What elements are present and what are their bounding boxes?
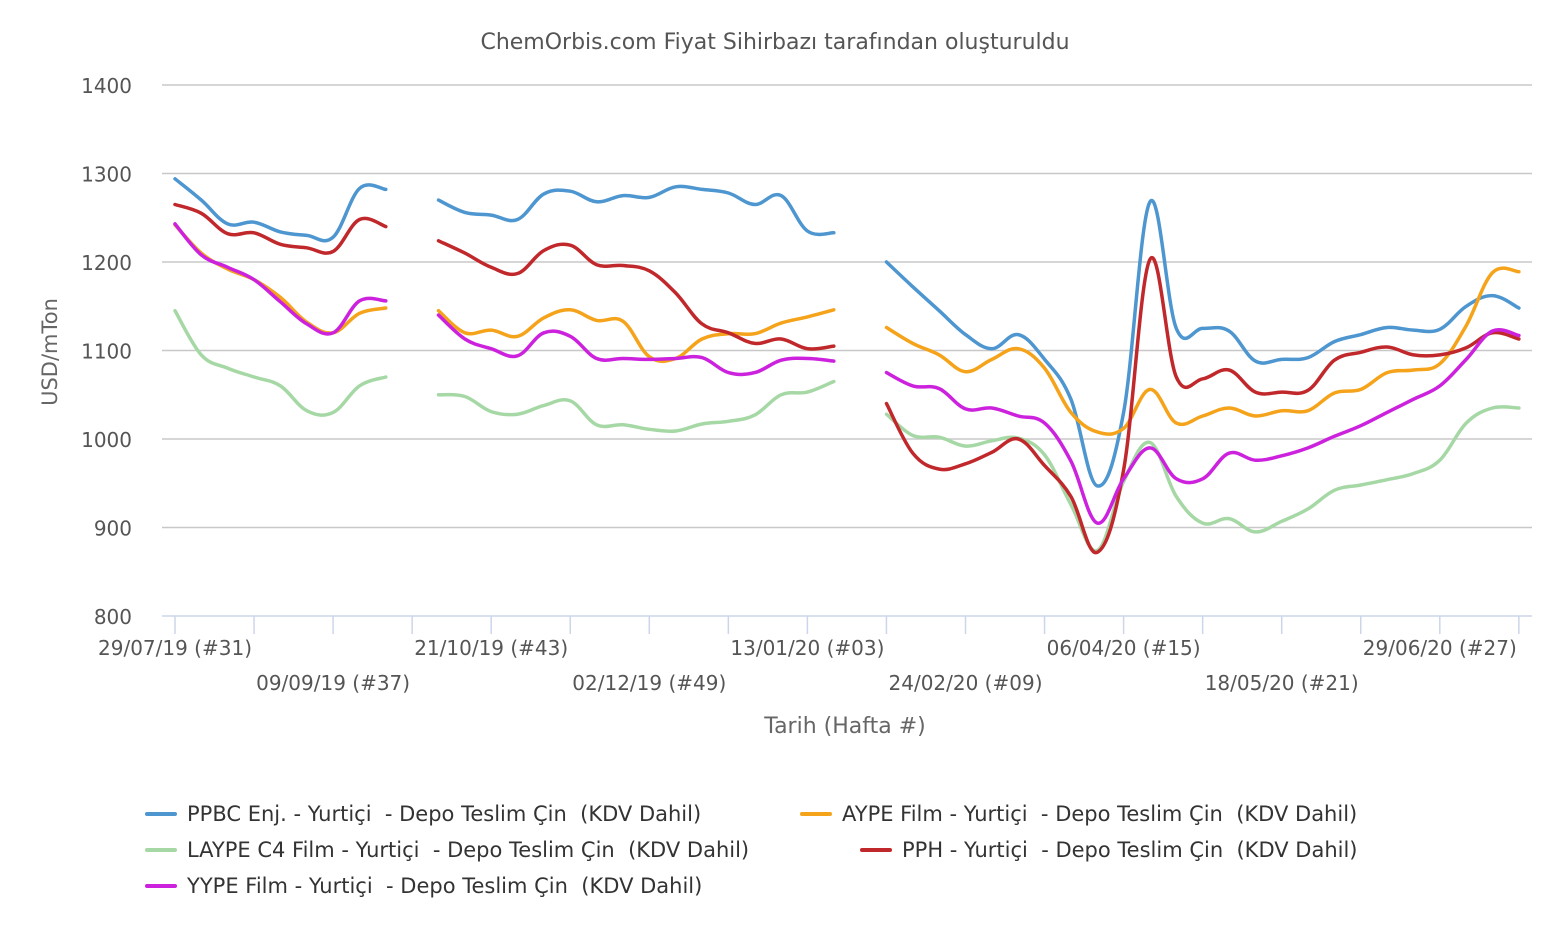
y-tick-label: 1300 xyxy=(81,163,132,187)
y-tick-label: 1400 xyxy=(81,74,132,98)
x-tick-label: 29/06/20 (#27) xyxy=(1363,636,1517,660)
series-line-3 xyxy=(173,202,1521,555)
gridlines xyxy=(162,84,1532,529)
series-lines xyxy=(173,177,1521,555)
series-segment xyxy=(173,223,388,335)
legend-item-ppbc[interactable]: PPBC Enj. - Yurtiçi - Depo Teslim Çin (K… xyxy=(145,802,800,826)
series-line-2 xyxy=(173,308,1521,553)
y-tick-label: 800 xyxy=(94,605,132,629)
legend-label-aype: AYPE Film - Yurtiçi - Depo Teslim Çin (K… xyxy=(842,802,1358,826)
x-tick-label: 18/05/20 (#21) xyxy=(1205,671,1359,695)
x-tick-label: 06/04/20 (#15) xyxy=(1047,636,1201,660)
y-tick-label: 1200 xyxy=(81,251,132,275)
legend-item-yype[interactable]: YYPE Film - Yurtiçi - Depo Teslim Çin (K… xyxy=(145,874,702,898)
series-segment xyxy=(173,202,388,255)
x-axis-label: Tarih (Hafta #) xyxy=(763,714,925,739)
series-segment xyxy=(884,255,1521,555)
x-tick-label: 13/01/20 (#03) xyxy=(730,636,884,660)
x-tick-label: 29/07/19 (#31) xyxy=(98,636,252,660)
series-line-1 xyxy=(173,223,1521,436)
y-axis-ticks: 800 900 1000 1100 1200 1300 1400 xyxy=(81,74,132,629)
y-tick-label: 900 xyxy=(94,517,132,541)
legend-label-pph: PPH - Yurtiçi - Depo Teslim Çin (KDV Dah… xyxy=(902,838,1358,862)
series-segment xyxy=(884,328,1521,525)
legend-row: LAYPE C4 Film - Yurtiçi - Depo Teslim Çi… xyxy=(145,832,1525,868)
legend-item-pph[interactable]: PPH - Yurtiçi - Depo Teslim Çin (KDV Dah… xyxy=(860,838,1358,862)
y-axis-label: USD/mTon xyxy=(38,298,62,406)
series-segment xyxy=(884,198,1521,488)
chart-title: ChemOrbis.com Fiyat Sihirbazı tarafından… xyxy=(480,30,1069,55)
x-tick-label: 21/10/19 (#43) xyxy=(414,636,568,660)
series-segment xyxy=(436,239,836,351)
legend-swatch-ppbc xyxy=(145,812,177,816)
legend-swatch-yype xyxy=(145,884,177,888)
x-tick-label: 24/02/20 (#09) xyxy=(889,671,1043,695)
series-line-4 xyxy=(173,222,1521,525)
series-segment xyxy=(173,308,388,417)
y-tick-label: 1100 xyxy=(81,340,132,364)
series-segment xyxy=(173,177,388,243)
legend-row: PPBC Enj. - Yurtiçi - Depo Teslim Çin (K… xyxy=(145,796,1525,832)
series-segment xyxy=(436,184,836,237)
x-axis: 29/07/19 (#31) 21/10/19 (#43) 13/01/20 (#0… xyxy=(98,615,1532,695)
legend-swatch-pph xyxy=(860,848,892,852)
legend-row: YYPE Film - Yurtiçi - Depo Teslim Çin (K… xyxy=(145,868,1525,904)
legend-label-laype: LAYPE C4 Film - Yurtiçi - Depo Teslim Çi… xyxy=(187,838,750,862)
legend-swatch-aype xyxy=(800,812,832,816)
legend-swatch-laype xyxy=(145,848,177,852)
y-tick-label: 1000 xyxy=(81,428,132,452)
legend-item-laype[interactable]: LAYPE C4 Film - Yurtiçi - Depo Teslim Çi… xyxy=(145,838,860,862)
legend-label-ppbc: PPBC Enj. - Yurtiçi - Depo Teslim Çin (K… xyxy=(187,802,702,826)
series-segment xyxy=(436,308,836,364)
series-segment xyxy=(884,405,1521,553)
x-tick-label: 02/12/19 (#49) xyxy=(572,671,726,695)
legend-item-aype[interactable]: AYPE Film - Yurtiçi - Depo Teslim Çin (K… xyxy=(800,802,1357,826)
series-segment xyxy=(436,379,836,434)
series-segment xyxy=(884,266,1521,436)
series-segment xyxy=(436,313,836,377)
series-segment xyxy=(173,222,388,336)
legend-label-yype: YYPE Film - Yurtiçi - Depo Teslim Çin (K… xyxy=(187,874,703,898)
legend: PPBC Enj. - Yurtiçi - Depo Teslim Çin (K… xyxy=(145,796,1525,904)
x-tick-label: 09/09/19 (#37) xyxy=(256,671,410,695)
series-line-0 xyxy=(173,177,1521,488)
